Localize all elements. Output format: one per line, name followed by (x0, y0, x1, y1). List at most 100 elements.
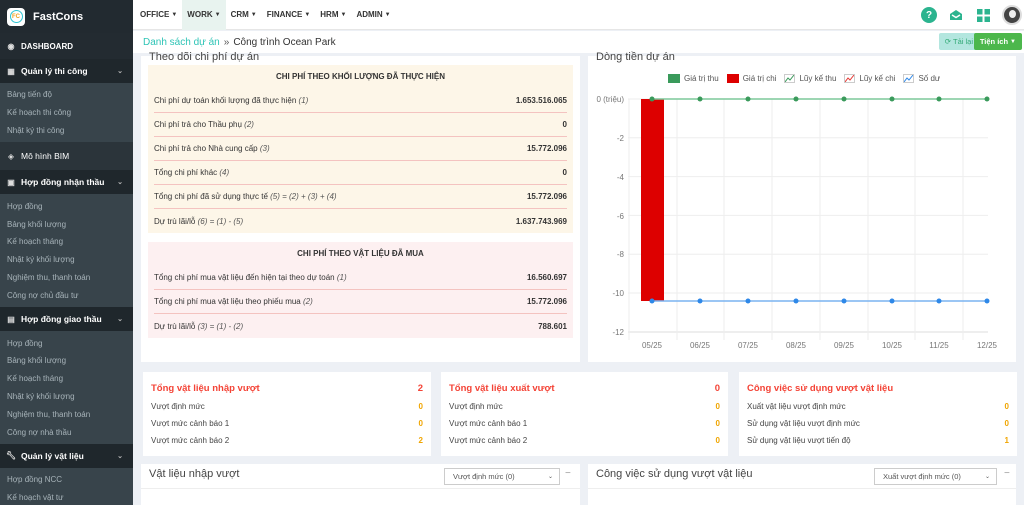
mail-open-icon[interactable] (948, 7, 964, 23)
svg-text:-8: -8 (617, 250, 625, 259)
table-row: Tổng chi phí khác (4) 0 (154, 161, 567, 185)
svg-text:0 (triệu): 0 (triệu) (596, 95, 624, 104)
list-item[interactable]: Vượt định mức 0 (151, 402, 423, 411)
sidebar-item-dashboard[interactable]: ◉ DASHBOARD (0, 33, 133, 59)
sidebar-item[interactable]: Nhật ký thi công (7, 125, 65, 135)
chevron-down-icon: ⌄ (117, 452, 123, 460)
sidebar-item[interactable]: Kế hoạch thi công (7, 108, 72, 118)
nav-crm[interactable]: CRM ▼ (230, 10, 257, 19)
sidebar-item-bim[interactable]: ◈ Mô hình BIM (0, 142, 133, 171)
legend-item[interactable]: Lũy kế chi (844, 74, 895, 83)
cost-tracking-panel: Theo dõi chi phí dự án CHI PHÍ THEO KHỐI… (141, 51, 580, 362)
legend-item[interactable]: Số dư (903, 74, 940, 83)
table-row: Chi phí trả cho Nhà cung cấp (3) 15.772.0… (154, 137, 567, 161)
caret-down-icon: ▼ (384, 11, 391, 18)
table-row: Tổng chi phí mua vật liệu đến hiện tại t… (154, 266, 567, 290)
sidebar-group-construction[interactable]: ▦ Quản lý thi công ⌄ (0, 59, 133, 83)
sidebar-item[interactable]: Bảng khối lượng (7, 219, 67, 229)
caret-down-icon: ▼ (1010, 38, 1016, 45)
table-row: Chi phí dự toán khối lượng đã thực hiện … (154, 89, 567, 113)
breadcrumb-project-list-link[interactable]: Danh sách dự án (143, 36, 220, 48)
list-item[interactable]: Xuất vật liệu vượt định mức 0 (747, 402, 1009, 411)
nav-admin[interactable]: ADMIN ▼ (356, 10, 391, 19)
table-icon: ▦ (7, 66, 15, 76)
apps-grid-icon[interactable] (975, 7, 991, 23)
legend-item[interactable]: Giá trị thu (668, 74, 719, 83)
nav-finance[interactable]: FINANCE ▼ (266, 10, 311, 19)
panel-title: Vật liệu nhập vượt (149, 468, 240, 480)
sidebar-item[interactable]: Nhật ký khối lượng (7, 391, 75, 401)
sidebar-item[interactable]: Công nợ nhà thầu (7, 427, 72, 437)
table-row: Tổng chi phí đã sử dụng thực tế (5) = (2… (154, 185, 567, 209)
sidebar-group-materials[interactable]: 🔧︎ Quản lý vật liệu ⌄ (0, 443, 133, 468)
legend-item[interactable]: Giá trị chi (726, 74, 776, 83)
list-item[interactable]: Sử dụng vật liệu vượt tiến độ 1 (747, 436, 1009, 445)
document-icon: ▤ (7, 314, 15, 324)
utilities-button[interactable]: Tiện ích ▼ (973, 33, 1022, 50)
chevron-down-icon: ⌄ (117, 68, 123, 75)
chevron-down-icon: ⌄ (984, 474, 990, 480)
card-task-overuse: Công việc sử dụng vượt vật liệu Xuất vật… (739, 372, 1017, 456)
sidebar-item[interactable]: Hợp đồng NCC (7, 475, 63, 485)
app-logo[interactable]: FC FastCons (0, 0, 133, 33)
cost-by-materials-section: CHI PHÍ THEO VẬT LIỆU ĐÃ MUA Tổng chi ph… (148, 242, 573, 338)
sidebar-item[interactable]: Hợp đồng (7, 338, 43, 348)
caret-down-icon: ▼ (214, 11, 221, 18)
app-name: FastCons (33, 10, 84, 23)
nav-work[interactable]: WORK ▼ (182, 0, 226, 30)
chart-legend: Giá trị thu Giá trị chi Lũy kế thu Lũy k… (668, 74, 948, 83)
sidebar-item[interactable]: Nghiệm thu, thanh toán (7, 409, 91, 419)
sidebar-item[interactable]: Kế hoạch vật tư (7, 493, 64, 503)
cube-icon: ◈ (7, 151, 15, 161)
sidebar-group-contracts-assigned[interactable]: ▤ Hợp đồng giao thầu ⌄ (0, 307, 133, 332)
cost-by-volume-section: CHI PHÍ THEO KHỐI LƯỢNG ĐÃ THỰC HIỆN Chi… (148, 65, 573, 233)
svg-text:11/25: 11/25 (929, 341, 949, 350)
sidebar-item[interactable]: Bảng tiến độ (7, 90, 52, 100)
sidebar-item[interactable]: Nghiệm thu, thanh toán (7, 272, 91, 282)
svg-text:09/25: 09/25 (834, 341, 855, 350)
help-icon[interactable]: ? (921, 7, 937, 23)
top-navbar: OFFICE ▼ WORK ▼ CRM ▼ FINANCE ▼ HRM ▼ ADMIN ▼ … (133, 0, 1024, 30)
dashboard-icon: ◉ (7, 41, 15, 51)
task-overuse-filter-select[interactable]: Xuất vượt định mức (0) ⌄ (874, 468, 997, 485)
logo-icon: FC (7, 7, 25, 26)
sidebar-item[interactable]: Nhật ký khối lượng (7, 255, 75, 265)
import-overrun-filter-select[interactable]: Vượt định mức (0) ⌄ (444, 468, 560, 485)
sidebar-item[interactable]: Bảng khối lượng (7, 356, 67, 366)
nav-office[interactable]: OFFICE ▼ (140, 10, 178, 19)
list-item[interactable]: Sử dụng vật liệu vượt định mức 0 (747, 419, 1009, 428)
table-row: Chi phí trả cho Thầu phụ (2) 0 (154, 113, 567, 137)
breadcrumb: Danh sách dự án » Công trình Ocean Park … (133, 31, 1024, 53)
panel-title: Công việc sử dụng vượt vật liệu (596, 468, 753, 480)
svg-text:07/25: 07/25 (738, 341, 759, 350)
table-row: Dự trù lãi/lỗ (3) = (1) - (2) 788.601 (154, 321, 567, 331)
svg-text:05/25: 05/25 (642, 341, 663, 350)
sidebar-item[interactable]: Công nợ chủ đầu tư (7, 290, 79, 300)
cashflow-chart: 0 (triệu) -2 -4 -6 -8 -10 -12 05/25 06/2… (596, 95, 997, 350)
chevron-down-icon: ⌄ (547, 474, 553, 480)
reload-button[interactable]: ⟳ Tải lại (938, 33, 979, 50)
sidebar-item[interactable]: Kế hoạch tháng (7, 237, 64, 247)
wrench-icon: 🔧︎ (6, 451, 17, 461)
sidebar-item[interactable]: Kế hoạch tháng (7, 374, 64, 384)
nav-hrm[interactable]: HRM ▼ (320, 10, 347, 19)
svg-text:-10: -10 (612, 289, 624, 298)
caret-down-icon: ▼ (304, 11, 311, 18)
sidebar-item[interactable]: Hợp đồng (7, 201, 43, 211)
table-row: Dự trù lãi/lỗ (6) = (1) - (5) 1.637.743.9… (154, 216, 567, 226)
svg-text:-2: -2 (617, 134, 625, 143)
sidebar-group-contracts-received[interactable]: ▣ Hợp đồng nhận thầu ⌄ (0, 170, 133, 195)
legend-item[interactable]: Lũy kế thu (784, 74, 836, 83)
card-import-overrun: Tổng vật liệu nhập vượt 2 Vượt định mức 0 … (143, 372, 431, 456)
collapse-button[interactable]: − (565, 468, 571, 479)
panel-title: Dòng tiền dự án (596, 51, 675, 63)
collapse-button[interactable]: − (1004, 468, 1010, 479)
table-row: Tổng chi phí mua vật liệu theo phiếu mua… (154, 290, 567, 314)
user-avatar[interactable] (1002, 5, 1022, 25)
list-item[interactable]: Vượt định mức 0 (449, 402, 720, 411)
caret-down-icon: ▼ (171, 11, 178, 18)
